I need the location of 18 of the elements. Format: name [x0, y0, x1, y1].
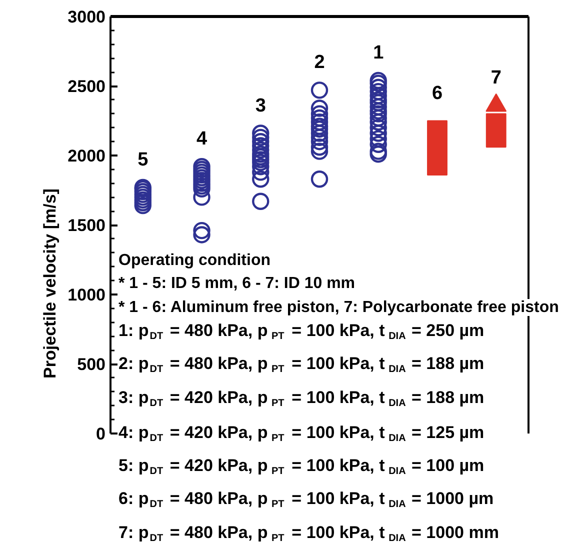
y-tick-label: 1000 [68, 286, 106, 304]
y-tick-label: 2500 [68, 77, 106, 96]
y-tick-label: 500 [77, 355, 106, 374]
x-tick-label: 5 [138, 149, 149, 170]
annotation: * 1 - 5: ID 5 mm, 6 - 7: ID 10 mm [118, 275, 356, 292]
y-tick-label: 2000 [68, 146, 106, 166]
x-tick-label: 4 [196, 128, 208, 150]
x-tick-label: 7 [490, 67, 502, 88]
x-tick-label: 1 [373, 42, 384, 64]
x-tick-label: 3 [255, 95, 266, 116]
y-tick-label: 0 [96, 424, 106, 444]
y-tick-label: 1500 [68, 216, 106, 235]
x-tick-label: 6 [432, 82, 443, 104]
y-axis-title: Projectile velocity [m/s] [40, 188, 60, 378]
annotation: * 1 - 6: Aluminum free piston, 7: Polycarbonate free piston [118, 299, 559, 316]
annotation: Operating condition [118, 252, 270, 269]
y-tick-label: 3000 [68, 8, 106, 26]
x-tick-label: 2 [314, 52, 325, 74]
